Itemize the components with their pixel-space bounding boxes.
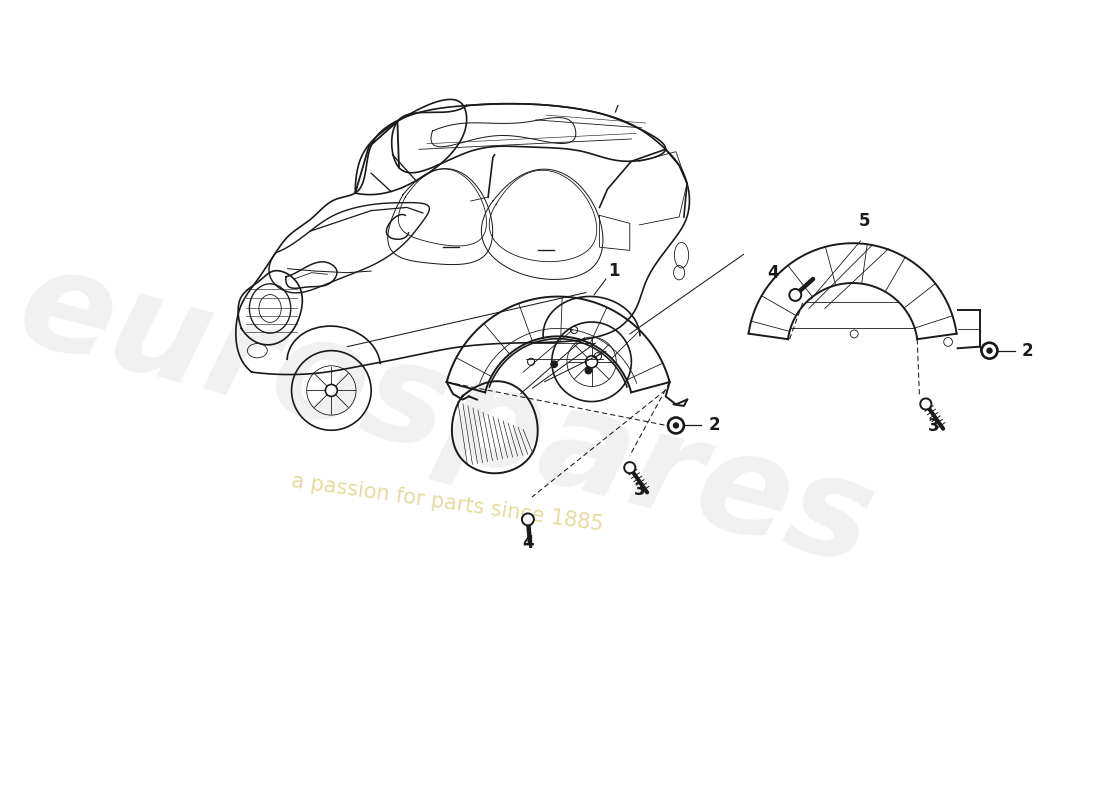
Circle shape (921, 398, 932, 410)
Circle shape (585, 367, 592, 374)
Circle shape (551, 361, 558, 367)
Text: 5: 5 (859, 212, 870, 230)
Circle shape (624, 462, 636, 474)
Text: eurospares: eurospares (6, 237, 889, 594)
Text: 4: 4 (522, 534, 534, 552)
Text: 2: 2 (708, 417, 719, 434)
Text: 3: 3 (634, 481, 645, 499)
Circle shape (981, 342, 998, 358)
Circle shape (790, 289, 801, 301)
Text: a passion for parts since 1885: a passion for parts since 1885 (289, 472, 604, 535)
Circle shape (668, 418, 684, 434)
Text: 2: 2 (1022, 342, 1034, 360)
Text: 4: 4 (767, 264, 779, 282)
Circle shape (673, 422, 679, 429)
Text: 1: 1 (608, 262, 619, 280)
Circle shape (987, 347, 992, 354)
Text: 3: 3 (928, 418, 939, 435)
Circle shape (521, 514, 534, 526)
